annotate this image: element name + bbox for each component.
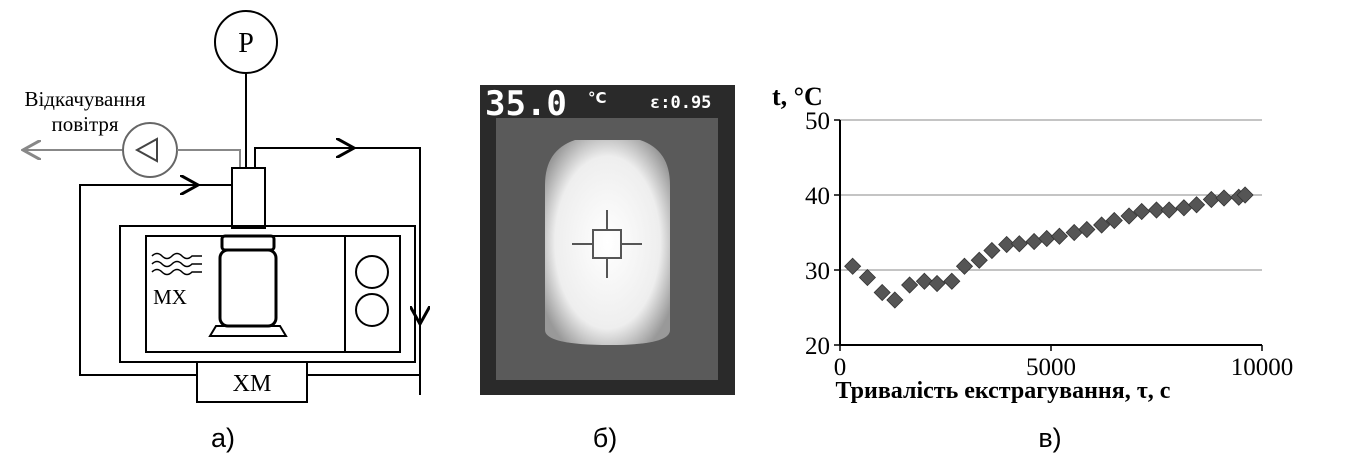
jar-image [545,140,670,345]
x-tick-label: 5000 [1026,354,1076,381]
point [1160,201,1178,219]
pump-icon [134,137,158,163]
point [1133,202,1151,221]
point [1175,199,1193,217]
temperature: 35.0 [485,84,567,124]
caption: в) [1038,423,1061,453]
point [844,257,862,275]
point [955,257,974,275]
point [1147,201,1166,219]
jar-lid [220,234,276,252]
point [928,274,946,293]
point [1010,235,1028,253]
x-axis-title: Тривалість екстрагування, τ, с [836,378,1171,404]
pipe [177,149,241,168]
thermal-image: 35.0 °C ε:0.95 [480,84,735,395]
pipe [79,184,232,376]
point [901,276,919,294]
point [858,268,876,287]
point [915,272,933,290]
point [1215,189,1233,207]
cooler [196,361,308,403]
point [1188,196,1206,214]
stand [208,325,288,337]
point [1105,211,1123,230]
emissivity: ε:0.95 [650,93,711,113]
knob [355,293,389,327]
y-tick-label: 30 [805,258,830,285]
jar [218,248,278,328]
waves [151,252,202,276]
point [1093,216,1111,234]
point [1236,186,1254,204]
pipe [254,147,421,395]
crosshair [572,210,642,278]
pump-label: Відкачування [24,87,145,111]
x-tick-label: 10000 [1231,354,1294,381]
point [1050,227,1069,245]
diagram: P Відкачування повітря MX XM [24,10,421,403]
caption: а) [211,423,235,453]
y-tick-label: 50 [805,108,830,135]
point [1025,232,1043,251]
heater-label: MX [153,285,187,309]
point [998,235,1016,254]
knob [355,255,389,289]
point [873,283,891,302]
point [886,291,904,309]
point [1038,229,1056,248]
point [943,272,961,290]
lid [231,167,266,229]
y-tick-label: 20 [805,333,830,360]
pump [122,122,178,178]
cooler-label: XM [233,371,272,397]
caption: б) [593,423,617,453]
x-tick-label: 0 [834,354,847,381]
point [983,241,1001,260]
point [1078,220,1096,239]
point [1065,223,1083,242]
gauge-label: P [238,28,254,59]
pump-label: повітря [51,112,118,136]
point [1120,207,1138,225]
y-tick-label: 40 [805,183,830,210]
point [970,251,988,269]
temperature-unit: °C [588,89,607,107]
y-axis-title: t, °C [772,82,823,111]
